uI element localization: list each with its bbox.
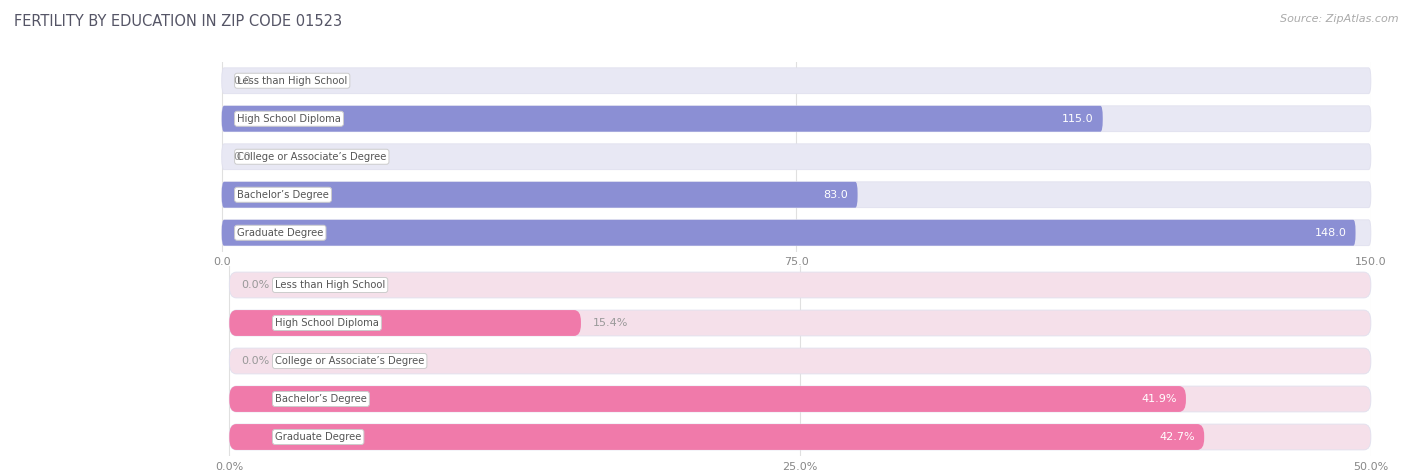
Text: Less than High School: Less than High School (276, 280, 385, 290)
Text: College or Associate’s Degree: College or Associate’s Degree (276, 356, 425, 366)
FancyBboxPatch shape (229, 310, 581, 336)
Text: Bachelor’s Degree: Bachelor’s Degree (276, 394, 367, 404)
Text: Less than High School: Less than High School (238, 76, 347, 86)
Text: Graduate Degree: Graduate Degree (276, 432, 361, 442)
FancyBboxPatch shape (229, 386, 1185, 412)
FancyBboxPatch shape (229, 272, 1371, 298)
Text: 0.0: 0.0 (233, 152, 250, 162)
Text: College or Associate’s Degree: College or Associate’s Degree (238, 152, 387, 162)
Text: High School Diploma: High School Diploma (276, 318, 378, 328)
FancyBboxPatch shape (222, 182, 858, 208)
FancyBboxPatch shape (229, 424, 1204, 450)
Text: 0.0%: 0.0% (240, 280, 269, 290)
FancyBboxPatch shape (222, 106, 1102, 132)
Text: 115.0: 115.0 (1062, 114, 1094, 124)
Text: 41.9%: 41.9% (1142, 394, 1177, 404)
FancyBboxPatch shape (222, 106, 1371, 132)
FancyBboxPatch shape (222, 220, 1371, 246)
FancyBboxPatch shape (222, 144, 1371, 170)
FancyBboxPatch shape (229, 386, 1371, 412)
FancyBboxPatch shape (222, 182, 1371, 208)
Text: Bachelor’s Degree: Bachelor’s Degree (238, 190, 329, 200)
Text: FERTILITY BY EDUCATION IN ZIP CODE 01523: FERTILITY BY EDUCATION IN ZIP CODE 01523 (14, 14, 342, 29)
Text: 42.7%: 42.7% (1160, 432, 1195, 442)
FancyBboxPatch shape (229, 348, 1371, 374)
FancyBboxPatch shape (229, 424, 1371, 450)
Text: 83.0: 83.0 (824, 190, 848, 200)
FancyBboxPatch shape (222, 68, 1371, 94)
Text: 15.4%: 15.4% (592, 318, 627, 328)
Text: High School Diploma: High School Diploma (238, 114, 342, 124)
FancyBboxPatch shape (222, 220, 1355, 246)
Text: 0.0%: 0.0% (240, 356, 269, 366)
Text: Graduate Degree: Graduate Degree (238, 228, 323, 238)
Text: Source: ZipAtlas.com: Source: ZipAtlas.com (1281, 14, 1399, 24)
FancyBboxPatch shape (229, 310, 1371, 336)
Text: 148.0: 148.0 (1315, 228, 1347, 238)
Text: 0.0: 0.0 (233, 76, 250, 86)
